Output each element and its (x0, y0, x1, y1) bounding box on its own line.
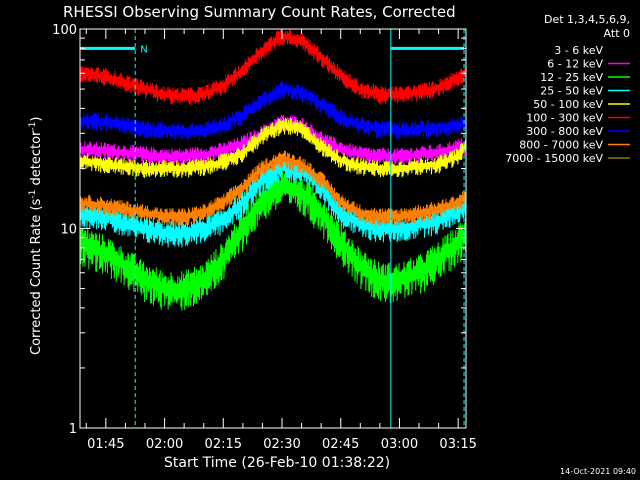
series-line-800-7000-kev (80, 150, 466, 226)
legend-label-6-12-kev: 6 - 12 keV (547, 58, 603, 71)
series-line-3-6-kev (80, 143, 466, 195)
series-line-12-25-kev (80, 170, 466, 311)
x-axis: 01:45 02:00 02:15 02:30 02:45 03:00 03:15 (85, 29, 477, 452)
legend-label-300-800-kev: 300 - 800 keV (526, 125, 603, 138)
legend-label-7000-15000-kev: 7000 - 15000 keV (505, 152, 603, 165)
series-line-300-800-kev (80, 81, 466, 141)
y-tick-label: 1 (69, 422, 77, 437)
x-axis-label: Start Time (26-Feb-10 01:38:22) (164, 455, 390, 471)
y-tick-label: 100 (52, 23, 77, 38)
legend-header-line-2: Att 0 (604, 27, 630, 40)
x-tick-label: 01:45 (87, 437, 124, 452)
y-tick-label: 10 (60, 223, 77, 238)
x-tick-label: 03:00 (381, 437, 418, 452)
legend-label-800-7000-kev: 800 - 7000 keV (519, 139, 603, 152)
legend-label-3-6-kev: 3 - 6 keV (554, 44, 603, 57)
x-tick-label: 03:15 (439, 437, 476, 452)
series-line-50-100-kev (80, 118, 466, 178)
x-tick-label: 02:30 (263, 437, 300, 452)
legend-label-12-25-kev: 12 - 25 keV (540, 71, 603, 84)
chart-title: RHESSI Observing Summary Count Rates, Co… (63, 3, 456, 21)
x-tick-label: 02:00 (146, 437, 183, 452)
legend-label-100-300-kev: 100 - 300 keV (526, 112, 603, 125)
interval-label: N (140, 44, 147, 55)
x-tick-label: 02:45 (322, 437, 359, 452)
footer-timestamp: 14-Oct-2021 09:40 (560, 467, 636, 476)
legend-label-25-50-kev: 25 - 50 keV (540, 85, 603, 98)
series-line-25-50-kev (80, 155, 466, 248)
y-axis: 1 10 100 (52, 23, 466, 437)
legend-header-line-1: Det 1,3,4,5,6,9, (544, 13, 630, 26)
legend-label-50-100-kev: 50 - 100 keV (533, 98, 603, 111)
series-line-100-300-kev (80, 29, 466, 105)
series-layer (80, 29, 466, 311)
y-axis-label: Corrected Count Rate (s-1 detector-1) (28, 117, 44, 355)
x-tick-label: 02:15 (205, 437, 242, 452)
